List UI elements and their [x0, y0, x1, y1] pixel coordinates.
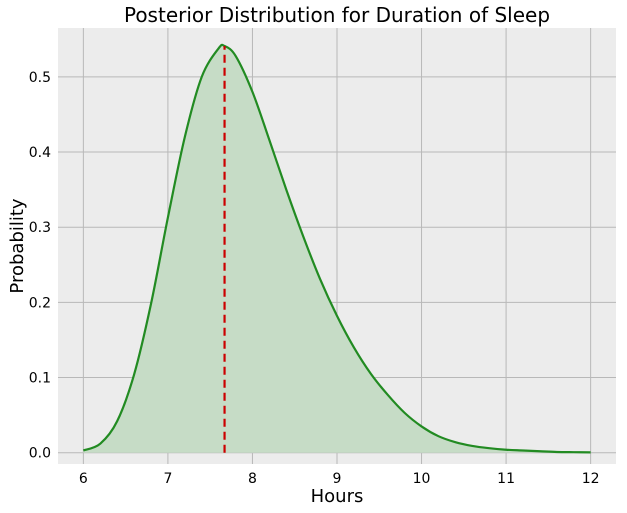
chart-title: Posterior Distribution for Duration of S… — [124, 3, 550, 27]
y-tick-label: 0.0 — [29, 446, 51, 462]
x-tick-label: 11 — [497, 471, 515, 487]
x-tick-label: 9 — [333, 471, 342, 487]
x-tick-label: 12 — [582, 471, 600, 487]
posterior-curve — [82, 43, 591, 454]
y-tick-label: 0.5 — [29, 70, 51, 86]
area-fill — [83, 44, 591, 453]
y-tick-label: 0.3 — [29, 220, 51, 236]
y-tick-labels: 0.0 0.1 0.2 0.3 0.4 0.5 — [29, 70, 51, 462]
x-tick-label: 7 — [163, 471, 172, 487]
x-tick-label: 6 — [79, 471, 88, 487]
y-axis-label: Probability — [7, 198, 28, 293]
x-tick-label: 10 — [413, 471, 431, 487]
x-tick-label: 8 — [248, 471, 257, 487]
y-tick-label: 0.4 — [29, 145, 51, 161]
y-tick-label: 0.2 — [29, 295, 51, 311]
y-tick-label: 0.1 — [29, 371, 51, 387]
x-axis-label: Hours — [311, 486, 364, 507]
x-tick-labels: 6 7 8 9 10 11 12 — [79, 471, 600, 487]
